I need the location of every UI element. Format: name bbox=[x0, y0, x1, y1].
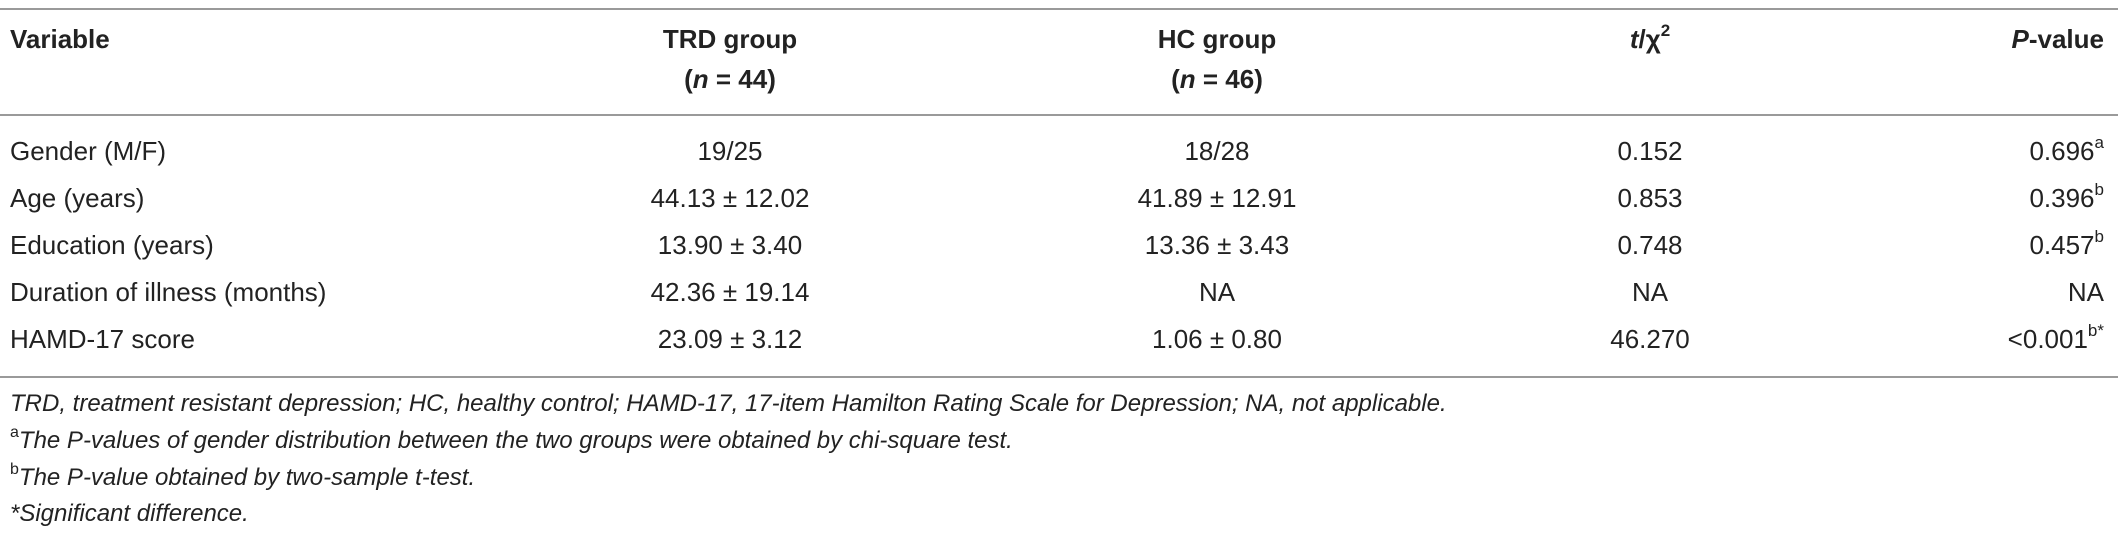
header-trd-n: (n = 44) bbox=[684, 64, 776, 94]
row-variable: Age (years) bbox=[10, 183, 145, 213]
row-stat: 0.152 bbox=[1617, 136, 1683, 166]
row-p-sup: b bbox=[2094, 180, 2104, 200]
footnote-b-text: The P-value obtained by two-sample t-tes… bbox=[18, 464, 476, 491]
row-p-sup: b bbox=[2094, 227, 2104, 247]
row-trd: 13.90 ± 3.40 bbox=[657, 230, 803, 260]
header-hc-n-value: = 46) bbox=[1195, 64, 1263, 94]
header-trd-n-value: = 44) bbox=[708, 64, 776, 94]
row-trd: 44.13 ± 12.02 bbox=[650, 183, 810, 213]
table-header-rule bbox=[0, 114, 2118, 116]
header-stat-sup: 2 bbox=[1660, 21, 1671, 41]
row-variable: Duration of illness (months) bbox=[10, 277, 327, 307]
table-bottom-rule bbox=[0, 376, 2118, 378]
header-hc-n-label: n bbox=[1179, 64, 1196, 94]
header-p-label: P bbox=[2011, 24, 2029, 54]
row-p: 0.396b bbox=[2029, 181, 2104, 215]
row-variable: HAMD-17 score bbox=[10, 324, 195, 354]
header-p-rest: -value bbox=[2028, 24, 2104, 54]
footnote-significance: *Significant difference. bbox=[10, 500, 249, 527]
header-p-value: P-value bbox=[2012, 22, 2105, 56]
header-trd-n-label: n bbox=[692, 64, 709, 94]
footnote-b-mark: b bbox=[10, 461, 19, 478]
footnote-abbreviations: TRD, treatment resistant depression; HC,… bbox=[10, 390, 1447, 417]
row-stat: NA bbox=[1631, 277, 1669, 307]
row-p: 0.457b bbox=[2029, 228, 2104, 262]
row-hc: NA bbox=[1198, 277, 1236, 307]
row-hc: 18/28 bbox=[1184, 136, 1250, 166]
row-stat: 0.853 bbox=[1617, 183, 1683, 213]
row-hc: 41.89 ± 12.91 bbox=[1137, 183, 1297, 213]
table-top-rule bbox=[0, 8, 2118, 10]
row-hc: 13.36 ± 3.43 bbox=[1144, 230, 1290, 260]
row-variable: Education (years) bbox=[10, 230, 214, 260]
row-variable: Gender (M/F) bbox=[10, 136, 167, 166]
row-p-sup: a bbox=[2094, 133, 2104, 153]
row-trd: 42.36 ± 19.14 bbox=[650, 277, 810, 307]
footnote-a: aThe P-values of gender distribution bet… bbox=[10, 425, 1013, 457]
row-p-value: <0.001 bbox=[2007, 324, 2088, 354]
row-trd: 19/25 bbox=[697, 136, 763, 166]
header-hc-n: (n = 46) bbox=[1171, 64, 1263, 94]
row-stat: 46.270 bbox=[1610, 324, 1690, 354]
row-p-value: 0.457 bbox=[2029, 230, 2095, 260]
row-trd: 23.09 ± 3.12 bbox=[657, 324, 803, 354]
header-variable: Variable bbox=[10, 24, 110, 54]
footnote-a-mark: a bbox=[10, 424, 19, 441]
row-p-value: 0.396 bbox=[2029, 183, 2095, 213]
header-stat-t: t bbox=[1629, 24, 1639, 54]
row-p-sup: b* bbox=[2087, 321, 2104, 341]
header-hc-group: HC group bbox=[1157, 24, 1277, 54]
footnote-b: bThe P-value obtained by two-sample t-te… bbox=[10, 462, 475, 494]
row-p-value: NA bbox=[2067, 277, 2104, 307]
row-p: 0.696a bbox=[2029, 134, 2104, 168]
row-stat: 0.748 bbox=[1617, 230, 1683, 260]
header-stat-rest: /χ bbox=[1638, 24, 1661, 54]
row-p-value: 0.696 bbox=[2029, 136, 2095, 166]
row-p: <0.001b* bbox=[2008, 322, 2104, 356]
header-statistic: t/χ2 bbox=[1550, 22, 1750, 56]
header-trd-group: TRD group bbox=[662, 24, 798, 54]
row-p: NA bbox=[2068, 275, 2104, 309]
footnote-a-text: The P-values of gender distribution betw… bbox=[18, 427, 1013, 454]
row-hc: 1.06 ± 0.80 bbox=[1152, 324, 1282, 354]
